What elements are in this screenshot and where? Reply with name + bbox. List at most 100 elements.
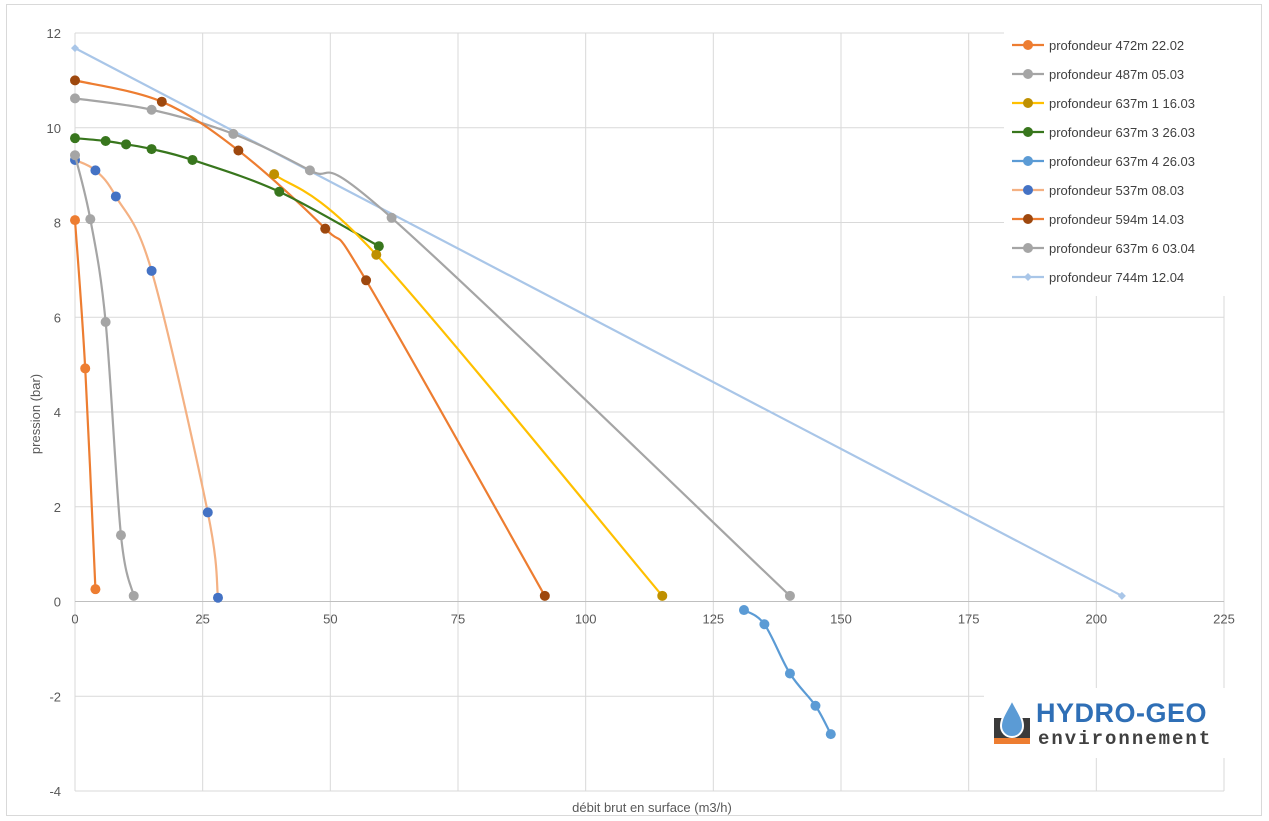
series-1	[70, 150, 139, 601]
x-tick-label: 25	[195, 612, 209, 627]
y-tick-label: 4	[54, 405, 61, 420]
data-point	[90, 584, 101, 595]
data-point	[810, 700, 821, 711]
series-2	[269, 169, 668, 601]
x-tick-label: 0	[71, 612, 78, 627]
legend-marker	[1023, 127, 1033, 137]
legend-marker	[1023, 214, 1033, 224]
legend-entry: profondeur 594m 14.03	[1012, 212, 1184, 227]
y-tick-label: -2	[49, 689, 61, 704]
data-point	[100, 316, 111, 327]
series-0	[70, 215, 101, 595]
data-point	[202, 507, 213, 518]
data-point	[274, 186, 285, 197]
legend-label: profondeur 487m 05.03	[1049, 67, 1184, 82]
axes: 0 25 50 75 100 125 150 175 200 225 12 10 8 6 4 2 0 -2 -4	[47, 26, 1235, 799]
data-point	[373, 241, 384, 252]
data-point	[85, 214, 96, 225]
data-point	[320, 223, 331, 234]
data-point	[187, 154, 198, 165]
legend-entry: profondeur 637m 1 16.03	[1012, 96, 1195, 111]
data-point	[825, 729, 836, 740]
series-6	[70, 75, 550, 601]
legend-label: profondeur 637m 6 03.04	[1049, 241, 1195, 256]
data-point	[759, 619, 770, 630]
x-tick-label: 125	[702, 612, 724, 627]
legend-entry: profondeur 744m 12.04	[1012, 270, 1184, 285]
data-point	[146, 144, 157, 155]
data-point	[371, 249, 382, 260]
data-point	[70, 133, 80, 144]
legend-label: profondeur 637m 1 16.03	[1049, 96, 1195, 111]
x-tick-label: 150	[830, 612, 852, 627]
data-point	[784, 590, 795, 601]
data-point	[100, 136, 111, 147]
legend-entry: profondeur 637m 3 26.03	[1012, 125, 1195, 140]
legend-marker	[1023, 243, 1033, 253]
x-tick-label: 200	[1085, 612, 1107, 627]
y-tick-label: 12	[47, 26, 61, 41]
legend-marker	[1023, 69, 1033, 79]
series-3	[70, 133, 384, 252]
data-point	[115, 530, 126, 541]
logo-subtitle: environnement	[1038, 728, 1213, 750]
data-point	[657, 590, 668, 601]
company-logo: HYDRO-GEO environnement	[984, 688, 1228, 758]
x-tick-label: 75	[451, 612, 465, 627]
series-layer	[70, 44, 1126, 740]
data-point	[156, 96, 167, 107]
data-point	[539, 590, 550, 601]
data-point	[228, 128, 239, 139]
legend-marker	[1023, 156, 1033, 166]
y-tick-label: -4	[49, 784, 61, 799]
series-line	[74, 97, 791, 597]
y-tick-label: 8	[54, 216, 61, 231]
series-line	[273, 173, 664, 597]
data-point	[128, 590, 139, 601]
x-tick-label: 225	[1213, 612, 1235, 627]
data-point	[212, 592, 223, 603]
data-point	[233, 145, 244, 156]
legend-label: profondeur 637m 3 26.03	[1049, 125, 1195, 140]
legend-marker	[1024, 273, 1032, 281]
legend-entry: profondeur 472m 22.02	[1012, 38, 1184, 53]
data-point	[146, 104, 157, 115]
data-point	[304, 165, 315, 176]
data-point	[70, 75, 80, 86]
legend-label: profondeur 472m 22.02	[1049, 38, 1184, 53]
data-point	[80, 363, 91, 374]
legend-entry: profondeur 537m 08.03	[1012, 183, 1184, 198]
x-tick-label: 175	[958, 612, 980, 627]
data-point	[361, 275, 372, 286]
data-point	[269, 169, 280, 180]
x-tick-label: 50	[323, 612, 337, 627]
series-7	[70, 93, 795, 601]
series-line	[74, 137, 380, 248]
gridlines	[74, 32, 1225, 792]
series-4	[738, 605, 836, 740]
data-point	[110, 191, 121, 202]
legend-entry: profondeur 487m 05.03	[1012, 67, 1184, 82]
legend-marker	[1023, 185, 1033, 195]
y-tick-label: 6	[54, 310, 61, 325]
data-point	[146, 265, 157, 276]
data-point	[386, 212, 397, 223]
y-axis-title: pression (bar)	[28, 374, 43, 454]
data-point	[121, 139, 132, 150]
legend-marker	[1023, 98, 1033, 108]
water-drop-icon	[994, 698, 1030, 744]
data-point	[784, 668, 795, 679]
chart-frame	[6, 4, 1262, 816]
legend-label: profondeur 637m 4 26.03	[1049, 154, 1195, 169]
data-point	[71, 44, 79, 53]
x-axis-title: débit brut en surface (m3/h)	[572, 800, 732, 815]
y-tick-label: 10	[47, 121, 61, 136]
legend-marker	[1023, 40, 1033, 50]
legend-label: profondeur 744m 12.04	[1049, 270, 1184, 285]
data-point	[70, 215, 80, 226]
data-point	[90, 165, 101, 176]
legend-entry: profondeur 637m 6 03.04	[1012, 241, 1195, 256]
series-line	[73, 220, 97, 590]
data-point	[1117, 591, 1126, 600]
